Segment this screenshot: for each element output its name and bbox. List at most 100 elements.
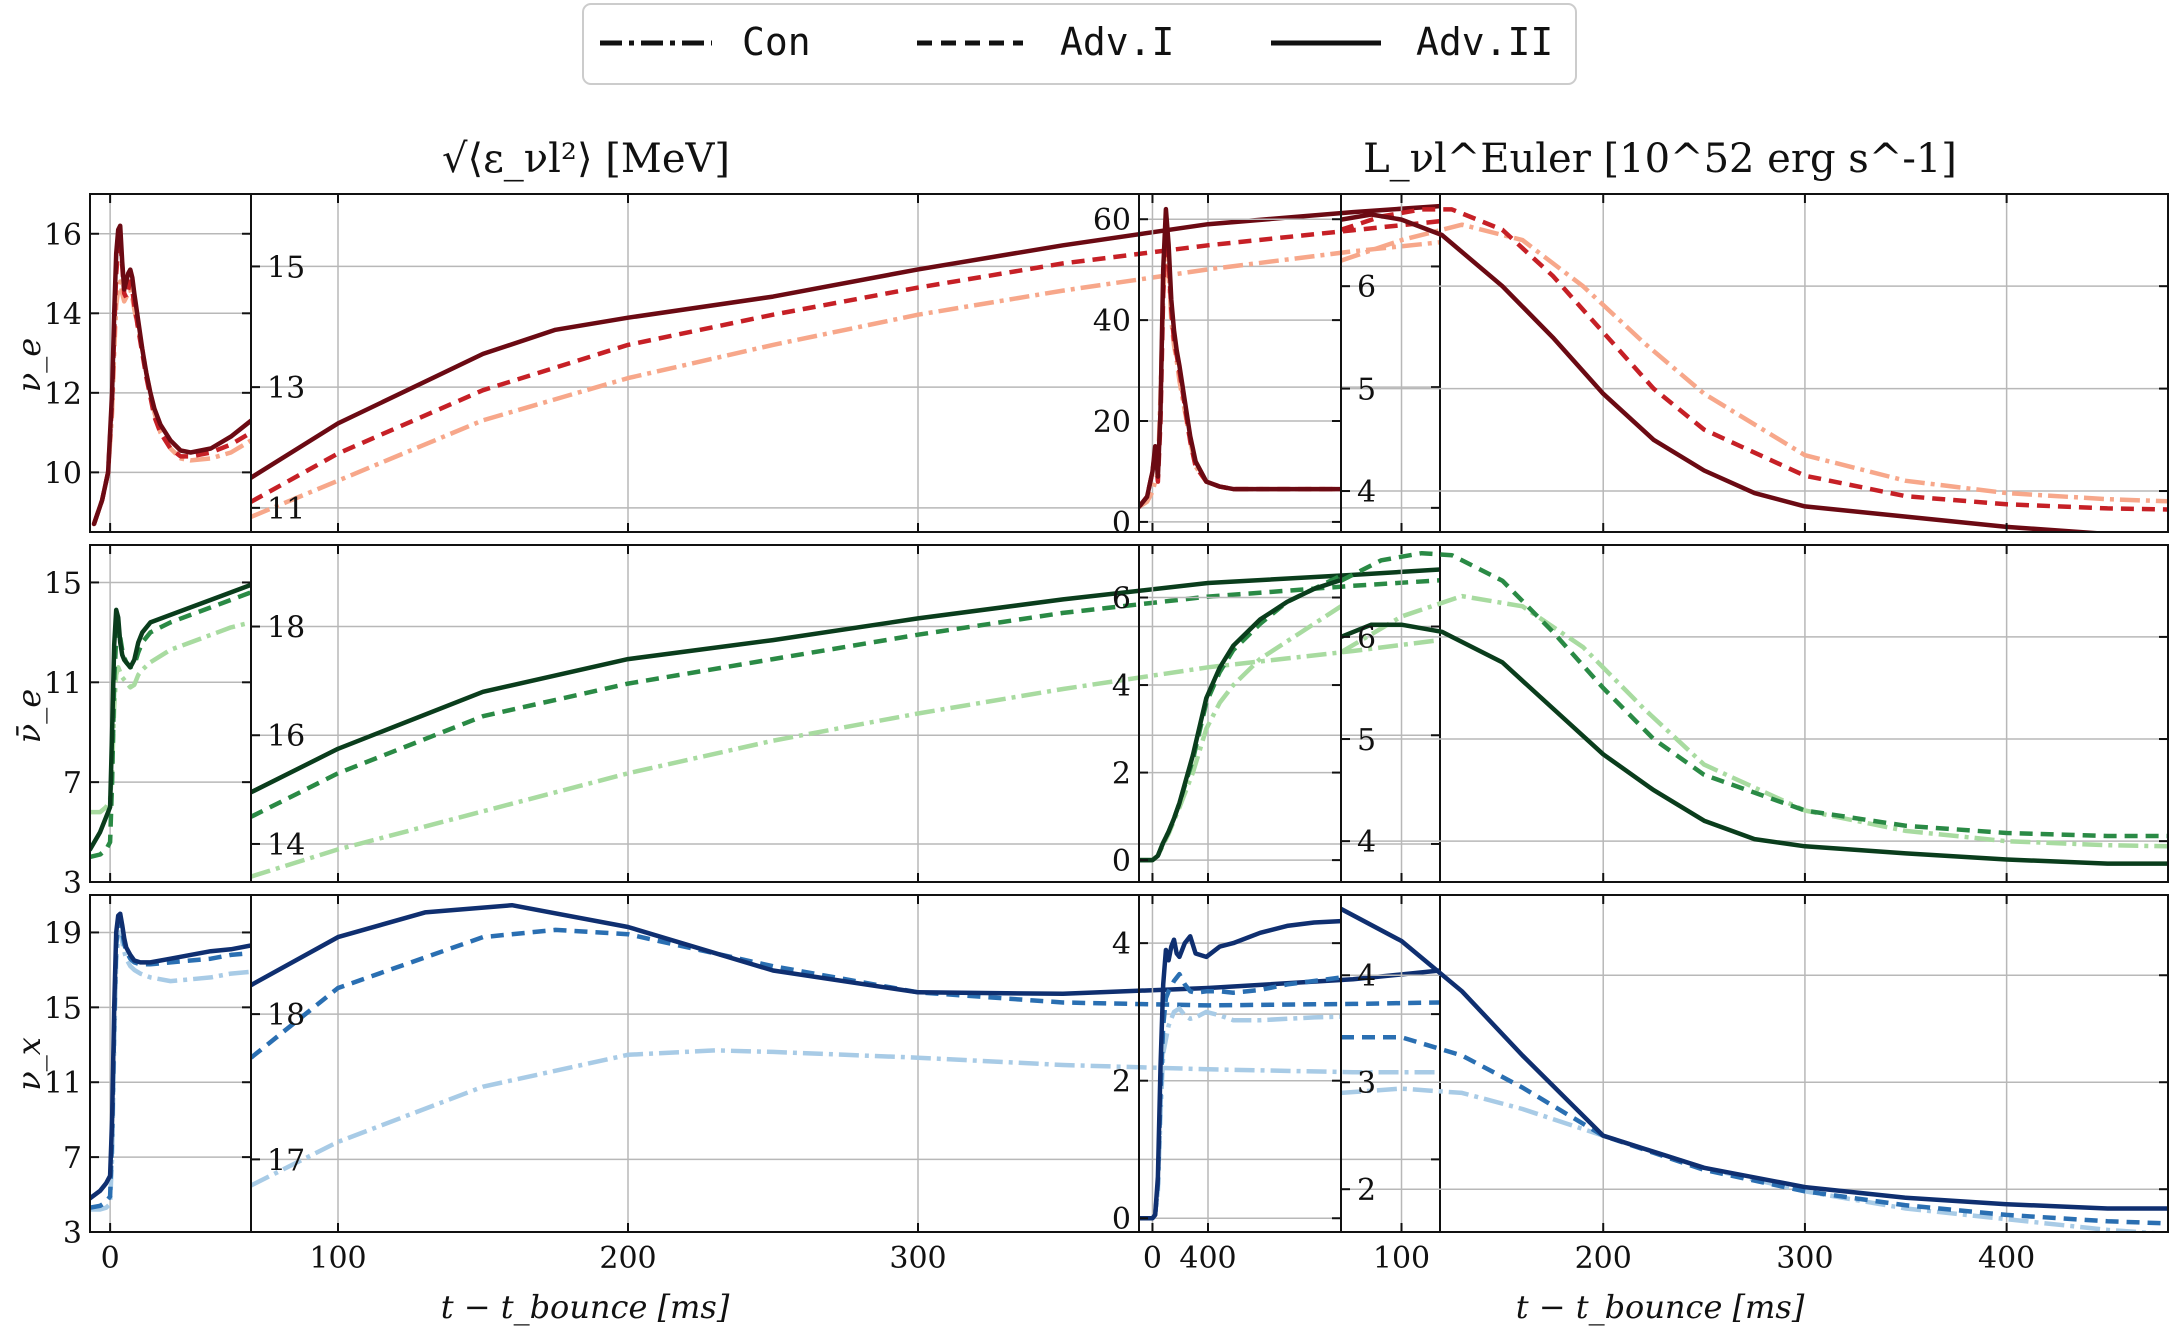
frame-main (1340, 544, 2169, 883)
y-tick-label: 10 (44, 456, 82, 491)
panel-4-inset: 3 7 11 15 19 0 (44, 894, 252, 1276)
x-tick-label: 200 (1575, 1241, 1632, 1276)
series-line-con (1341, 222, 2168, 504)
y-tick-label: 60 (1093, 203, 1131, 238)
series-line-con (1139, 604, 1341, 863)
series-group-inset (90, 911, 251, 1212)
series-group-inset (1139, 918, 1341, 1221)
series-line-advi (1341, 1035, 2168, 1226)
y-tick-label: 2 (1112, 1065, 1131, 1100)
y-tick-label: 11 (44, 666, 82, 701)
series-line-advii (251, 203, 1440, 480)
row-label-nu-x: ν_x (10, 1037, 48, 1091)
panel-3-inset: 0 2 4 6 (1112, 544, 1342, 883)
series-line-advi (251, 578, 1440, 819)
series-line-con (1341, 593, 2168, 849)
y-tick-label: 40 (1093, 304, 1131, 339)
y-tick-label: 6 (1112, 582, 1131, 617)
series-group-inset (91, 223, 251, 527)
series-line-con (91, 279, 251, 525)
row-label-nu-e: ν_e (10, 338, 48, 392)
series-line-advii (90, 911, 251, 1201)
series-line-advii (1341, 906, 2168, 1211)
panel-1-main: 4 5 6 (1340, 193, 2169, 533)
y-tick-label: 15 (44, 566, 82, 601)
series-line-con (251, 637, 1440, 879)
series-line-advii (1341, 212, 2168, 532)
x-tick-label: 0 (101, 1241, 120, 1276)
column-title-luminosity: L_νl^Euler [10^52 erg s^-1] (1363, 136, 1957, 182)
series-line-advii (1139, 918, 1341, 1221)
series-group-main (251, 203, 1440, 519)
y-tick-label: 4 (1357, 475, 1376, 510)
x-tick-label: 200 (599, 1241, 656, 1276)
series-group-main (251, 902, 1440, 1188)
series-line-advi (1341, 207, 2168, 512)
series-line-advi (1139, 971, 1341, 1221)
y-tick-label: 15 (267, 250, 305, 285)
column-title-right: L_νl^Euler [10^52 erg s^-1] (1363, 136, 1957, 182)
frame-main (250, 544, 1441, 883)
x-axis-label-right: t − t_bounce [ms] (1516, 1288, 1805, 1326)
series-line-advi (1139, 573, 1341, 863)
y-tick-label: 3 (1357, 1066, 1376, 1101)
panel-2-inset: 3 7 11 15 (44, 544, 252, 901)
frame-main (250, 193, 1441, 533)
y-tick-label: 7 (63, 1141, 82, 1176)
series-group-inset (90, 582, 251, 860)
series-group-inset (1139, 206, 1341, 510)
y-tick-label: 3 (63, 866, 82, 901)
y-tick-label: 18 (267, 611, 305, 646)
series-line-advii (1139, 577, 1341, 863)
series-line-advii (1341, 622, 2168, 866)
frame-main (1340, 193, 2169, 533)
series-line-advi (1341, 550, 2168, 839)
series-line-con (251, 240, 1440, 519)
panel-0-inset: 10 12 14 16 (44, 193, 252, 533)
column-title-energy: √⟨ε_νl²⟩ [MeV] (442, 136, 730, 182)
series-line-advii (91, 223, 251, 527)
column-title-left: √⟨ε_νl²⟩ [MeV] (442, 136, 730, 182)
series-group-main (1341, 906, 2168, 1232)
y-tick-label: 4 (1357, 959, 1376, 994)
y-tick-label: 14 (44, 297, 82, 332)
y-tick-label: 20 (1093, 405, 1131, 440)
legend-label-adv2: Adv.II (1416, 20, 1553, 64)
x-tick-label: 100 (309, 1241, 366, 1276)
panel-5-main: 2 3 4 100 200 300 400 (1340, 894, 2169, 1276)
y-tick-label: 11 (267, 492, 305, 527)
y-tick-label: 0 (1112, 1202, 1131, 1237)
y-tick-label: 2 (1112, 757, 1131, 792)
x-tick-label: 300 (1776, 1241, 1833, 1276)
y-tick-label: 0 (1112, 506, 1131, 541)
series-line-advii (251, 902, 1440, 997)
series-line-con (1139, 1006, 1341, 1221)
series-line-advi (91, 235, 251, 525)
x-tick-label: 300 (889, 1241, 946, 1276)
series-line-advi (251, 927, 1440, 1060)
y-tick-label: 4 (1112, 669, 1131, 704)
legend-frame (582, 3, 1577, 85)
panel-5-inset: 0 2 4 0 (1112, 894, 1342, 1276)
x-axis-label-left: t − t_bounce [ms] (441, 1288, 730, 1326)
y-tick-label: 16 (44, 218, 82, 253)
y-tick-label: 11 (44, 1066, 82, 1101)
x-tick-label: 400 (1978, 1241, 2035, 1276)
panels: 1012141611131502040604563711151416180246… (44, 193, 2169, 1276)
y-tick-label: 19 (44, 916, 82, 951)
series-line-advii (1139, 206, 1341, 510)
x-tick-label: 0 (1143, 1241, 1162, 1276)
series-group-inset (1139, 573, 1341, 863)
panel-1-inset: 0 20 40 60 (1093, 193, 1342, 541)
y-tick-label: 0 (1112, 844, 1131, 879)
legend: Con Adv.I Adv.II (582, 3, 1577, 85)
series-line-advii (251, 567, 1440, 795)
y-tick-label: 2 (1357, 1173, 1376, 1208)
x-tick-label: 400 (1179, 1241, 1236, 1276)
panel-2-main: 14 16 18 (250, 544, 1441, 883)
series-group-main (1341, 550, 2168, 866)
y-tick-label: 14 (267, 828, 305, 863)
series-line-advii (90, 582, 251, 852)
